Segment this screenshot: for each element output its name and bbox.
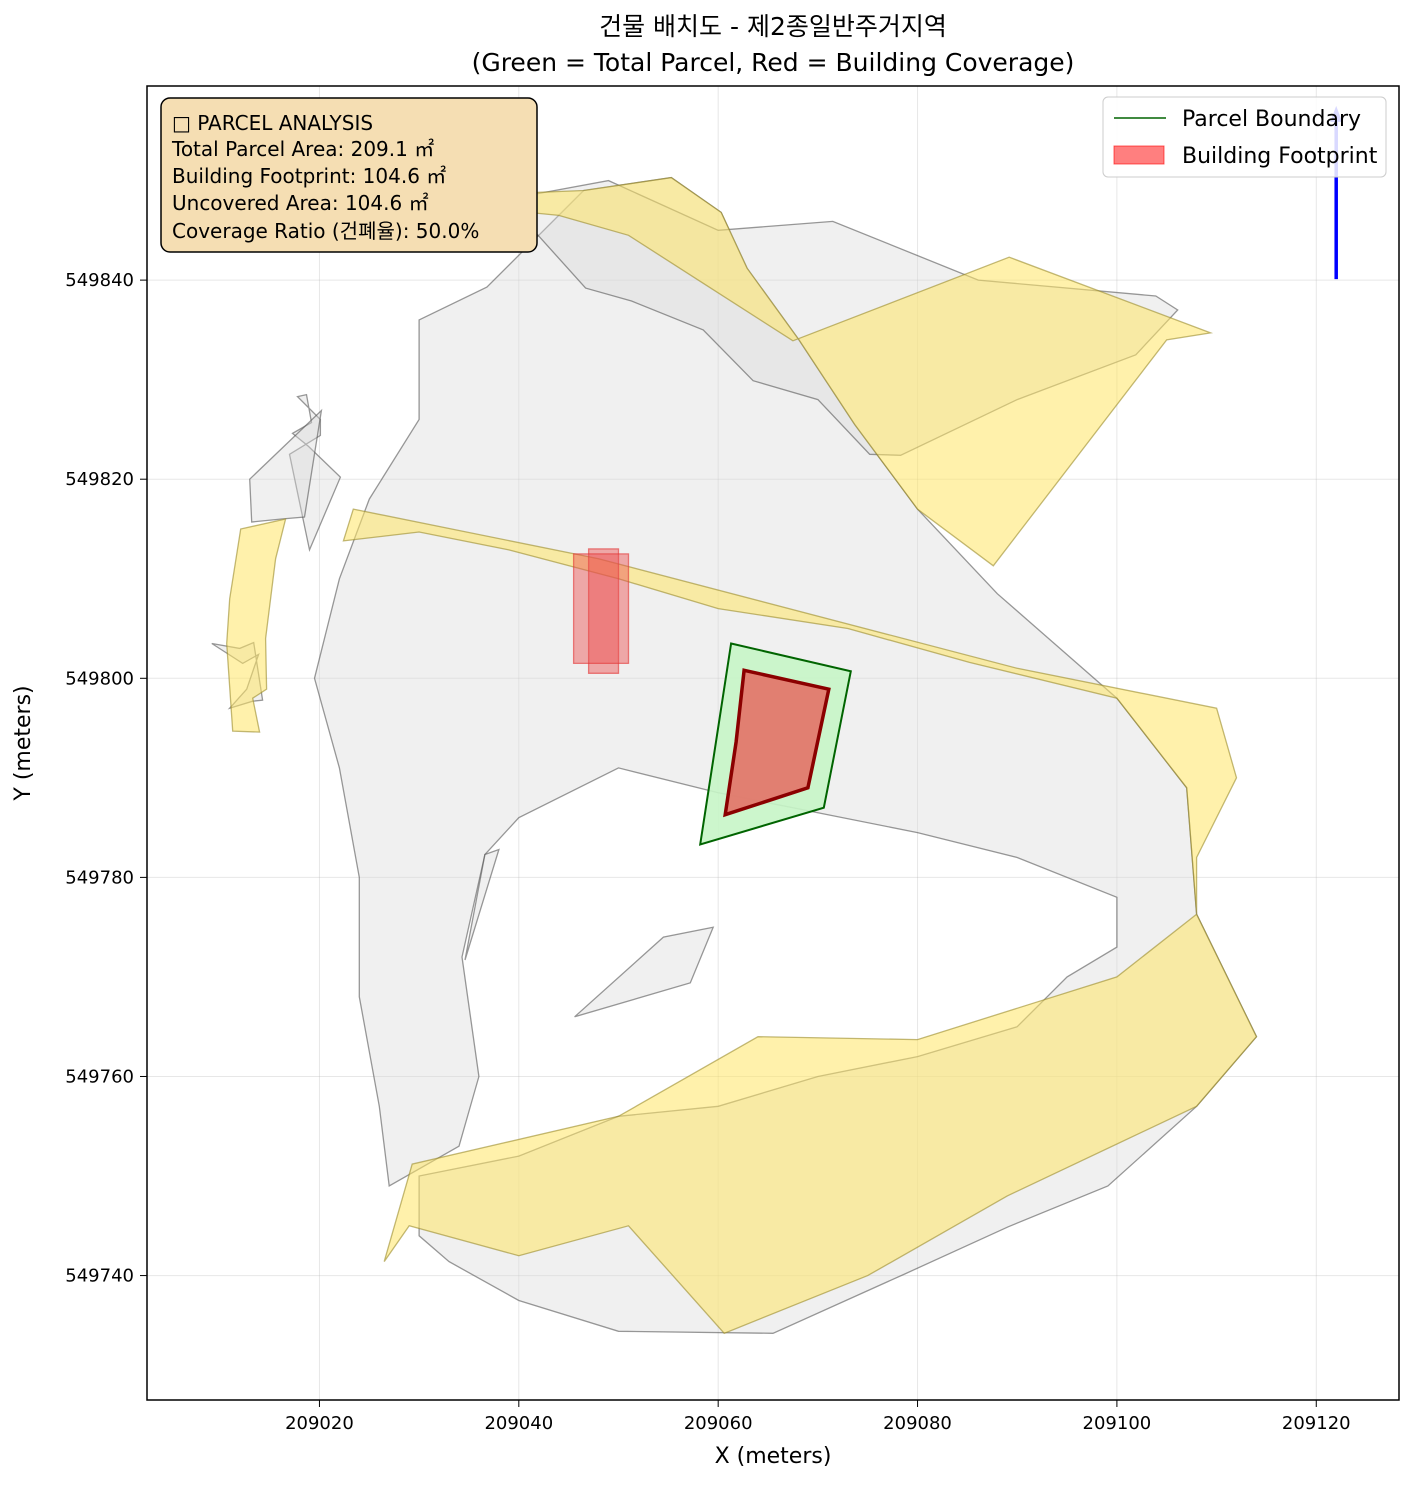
grid xyxy=(147,86,1399,1400)
legend-building-label: Building Footprint xyxy=(1182,144,1378,169)
target-building xyxy=(723,668,831,818)
legend-building-swatch xyxy=(1113,145,1165,165)
axes-frame xyxy=(146,85,1400,1401)
parcel-polygon xyxy=(288,393,342,553)
parcel-polygon xyxy=(249,408,323,523)
y-axis-label: Y (meters) xyxy=(11,685,36,801)
analysis-line-3: Building Footprint: 104.6 ㎡ xyxy=(172,164,446,188)
road-polygon xyxy=(226,518,287,733)
analysis-line-5: Coverage Ratio (건폐율): 50.0% xyxy=(172,219,479,243)
y-tick-label: 549840 xyxy=(65,270,134,291)
analysis-line-4: Uncovered Area: 104.6 ㎡ xyxy=(172,191,429,215)
x-tick-label: 209080 xyxy=(883,1413,952,1434)
building-polygon xyxy=(587,548,620,674)
analysis-box: □ PARCEL ANALYSIS Total Parcel Area: 209… xyxy=(160,97,538,253)
y-tick-label: 549760 xyxy=(65,1066,134,1087)
chart-title-line1: 건물 배치도 - 제2종일반주거지역 xyxy=(599,12,947,41)
analysis-box-background xyxy=(160,97,538,253)
y-tick-label: 549800 xyxy=(65,668,134,689)
axis-ticks: 209020 209040 209060 209080 209100 209120 5497… xyxy=(65,270,1350,1434)
x-tick-label: 209060 xyxy=(684,1413,753,1434)
analysis-line-1: □ PARCEL ANALYSIS xyxy=(172,111,373,135)
y-tick-label: 549740 xyxy=(65,1266,134,1287)
x-tick-label: 209120 xyxy=(1282,1413,1351,1434)
x-axis-label: X (meters) xyxy=(715,1444,832,1469)
legend: Parcel Boundary Building Footprint xyxy=(1102,96,1387,178)
chart-title-line2: (Green = Total Parcel, Red = Building Co… xyxy=(472,48,1075,77)
parcel-polygon xyxy=(574,926,715,1018)
legend-parcel-label: Parcel Boundary xyxy=(1182,107,1361,132)
map-layer xyxy=(211,105,1343,1335)
x-tick-label: 209040 xyxy=(484,1413,553,1434)
parcel-polygon xyxy=(464,848,500,961)
analysis-line-2: Total Parcel Area: 209.1 ㎡ xyxy=(171,137,434,161)
x-tick-label: 209020 xyxy=(285,1413,354,1434)
road-polygon xyxy=(387,176,1214,567)
y-tick-label: 549820 xyxy=(65,469,134,490)
legend-frame xyxy=(1102,96,1387,178)
road-polygon xyxy=(342,508,1258,1335)
y-tick-label: 549780 xyxy=(65,867,134,888)
building-polygon xyxy=(572,553,630,665)
x-tick-label: 209100 xyxy=(1083,1413,1152,1434)
